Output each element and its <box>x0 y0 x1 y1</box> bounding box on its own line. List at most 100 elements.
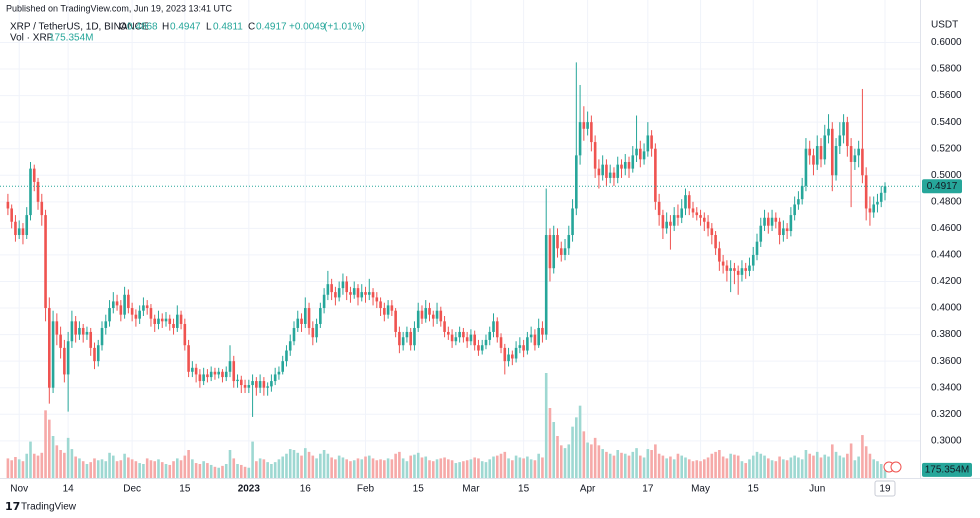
candle-body <box>751 254 755 266</box>
candle-body <box>258 381 262 388</box>
volume-bar <box>89 462 93 478</box>
volume-bar <box>160 462 164 478</box>
candle-body <box>680 208 684 218</box>
candle-body <box>447 331 450 335</box>
volume-bar <box>424 456 428 478</box>
candle-body <box>469 334 473 342</box>
candle-body <box>428 308 431 315</box>
volume-bar <box>480 461 484 478</box>
candle-body <box>100 327 104 346</box>
candle-body <box>160 318 164 322</box>
volume-bar <box>815 451 819 478</box>
volume-bar <box>48 419 51 478</box>
candle-body <box>552 235 556 269</box>
volume-bar <box>104 461 108 478</box>
candle-body <box>782 228 785 236</box>
candle-body <box>138 310 141 319</box>
candle-body <box>511 354 514 359</box>
candle-body <box>345 281 348 293</box>
candle-body <box>834 146 838 176</box>
candle-body <box>864 175 868 209</box>
candle-body <box>266 386 269 388</box>
volume-bar <box>292 450 296 478</box>
candle-body <box>808 148 812 156</box>
candle-body <box>684 195 687 209</box>
volume-bar <box>703 459 706 478</box>
candle-body <box>123 294 126 315</box>
candle-body <box>605 164 608 178</box>
candle-body <box>763 217 766 226</box>
candle-body <box>616 164 620 178</box>
volume-bar <box>337 455 341 478</box>
candle-body <box>48 308 51 388</box>
candle-body <box>462 331 465 338</box>
volume-bar <box>138 463 141 478</box>
candle-body <box>168 318 172 324</box>
candle-body <box>115 301 119 306</box>
volume-bar <box>646 449 650 478</box>
candle-body <box>495 321 499 338</box>
volume-bar <box>29 441 32 478</box>
volume-bar <box>172 461 175 478</box>
volume-bar <box>119 460 123 478</box>
volume-bar <box>751 455 755 478</box>
volume-bar <box>819 457 823 478</box>
volume-bar <box>484 462 488 478</box>
volume-bar <box>834 451 838 478</box>
volume-bar <box>620 452 623 478</box>
candle-body <box>285 350 288 362</box>
ohlc-value: 0.4947 <box>170 22 201 33</box>
candle-body <box>755 241 759 255</box>
candle-body <box>130 308 134 315</box>
volume-bar <box>665 458 668 478</box>
candle-body <box>10 208 13 222</box>
volume-bar <box>518 457 522 478</box>
candle-body <box>736 270 740 275</box>
volume-bar <box>145 458 149 478</box>
y-tick-label: 0.3400 <box>931 382 962 393</box>
volume-bar <box>255 461 258 478</box>
candle-body <box>277 371 281 375</box>
volume-bar <box>239 464 243 478</box>
x-tick-label: 15 <box>179 484 191 495</box>
volume-bar <box>684 457 687 478</box>
candle-body <box>25 215 29 236</box>
candle-body <box>371 292 375 298</box>
volume-bar <box>334 459 337 478</box>
volume-bar <box>639 455 642 478</box>
volume-bar <box>217 467 221 478</box>
volume-bar <box>85 464 89 478</box>
volume-bar <box>721 456 725 478</box>
volume-bar <box>187 450 190 478</box>
candle-body <box>307 308 311 328</box>
candle-body <box>375 297 379 302</box>
volume-bar <box>100 459 104 478</box>
candle-body <box>484 339 488 346</box>
candle-body <box>74 321 77 335</box>
candle-body <box>386 305 390 315</box>
candle-body <box>714 235 717 249</box>
volume-bar <box>462 461 465 478</box>
candle-body <box>281 361 285 372</box>
candle-body <box>420 310 424 319</box>
candle-body <box>187 345 190 372</box>
candle-body <box>119 305 123 315</box>
brand-logo: 𝟭𝟳 <box>5 501 20 513</box>
candle-body <box>567 235 571 249</box>
candle-body <box>44 215 47 309</box>
candle-body <box>729 268 732 271</box>
ohlc-value: 0.4868 <box>127 22 158 33</box>
volume-bar <box>827 456 830 478</box>
candle-body <box>337 288 341 298</box>
volume-bar <box>718 450 721 478</box>
candle-body <box>40 201 44 216</box>
candle-body <box>529 334 533 338</box>
candle-body <box>175 314 179 328</box>
volume-bar <box>25 453 29 478</box>
volume-bar <box>864 446 868 478</box>
volume-bar <box>669 456 672 478</box>
candle-body <box>706 221 710 229</box>
candle-body <box>454 337 458 342</box>
volume-bar <box>390 459 394 478</box>
